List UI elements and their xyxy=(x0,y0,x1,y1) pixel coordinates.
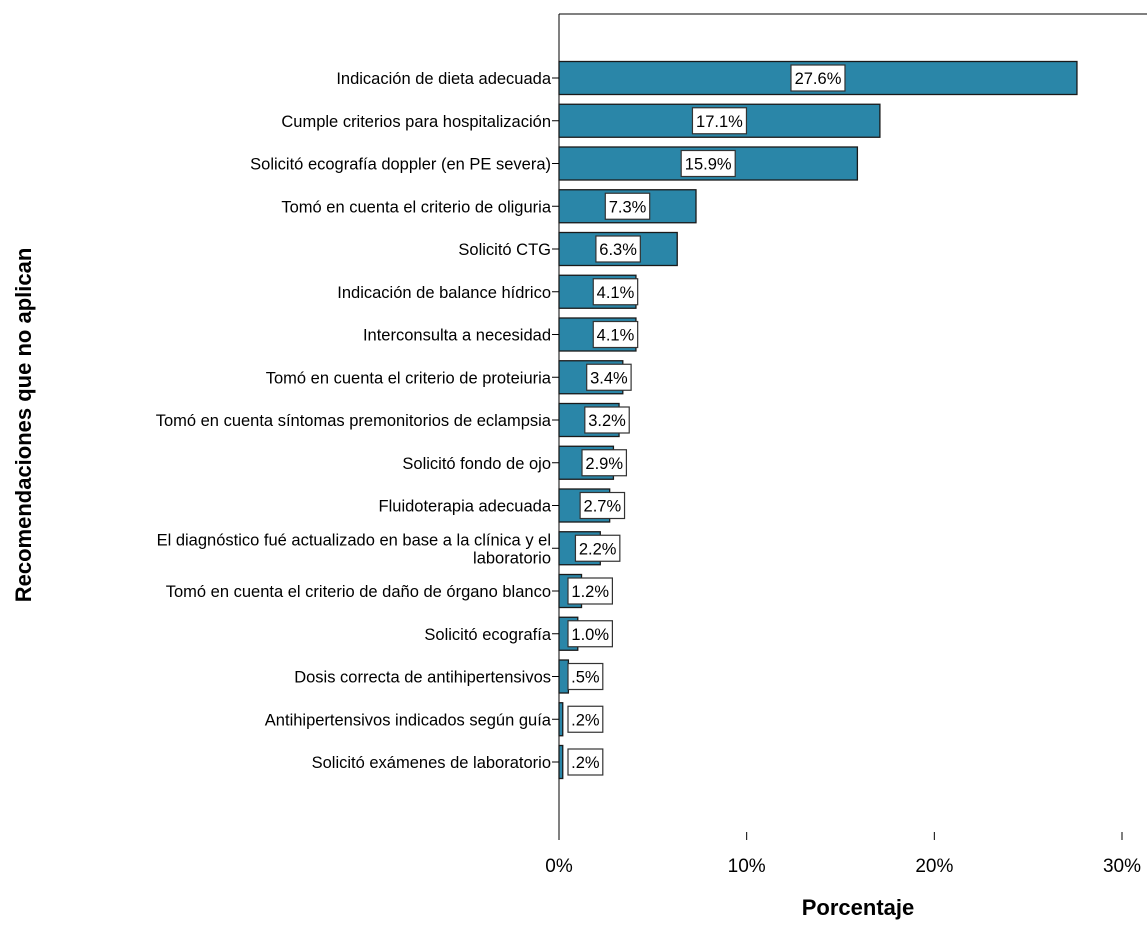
data-label: .2% xyxy=(571,754,600,772)
data-label-box xyxy=(592,278,639,306)
category-label: Solicitó ecografía xyxy=(424,626,551,644)
category-label: Dosis correcta de antihipertensivos xyxy=(294,669,551,687)
category-label: Indicación de dieta adecuada xyxy=(336,70,551,88)
category-label: laboratorio xyxy=(473,549,551,567)
x-axis-title: Porcentaje xyxy=(802,895,915,920)
category-label: Antihipertensivos indicados según guía xyxy=(265,711,552,729)
data-label-box xyxy=(586,363,632,391)
bars-group xyxy=(558,60,1078,780)
x-tick-label: 20% xyxy=(915,856,953,877)
data-label-box xyxy=(604,192,651,220)
x-axis-ticks: 0% 10% 20% 30% xyxy=(545,832,1141,877)
category-label: Solicitó CTG xyxy=(458,241,551,259)
x-tick-label: 10% xyxy=(728,856,766,877)
bar xyxy=(558,702,564,737)
data-label: 7.3% xyxy=(609,198,647,216)
category-labels: Indicación de dieta adecuada Cumple crite… xyxy=(156,70,559,772)
data-label-box xyxy=(584,406,630,434)
y-axis-title: Recomendaciones que no aplican xyxy=(11,248,36,603)
data-label: 4.1% xyxy=(597,327,635,345)
data-label-box xyxy=(790,64,846,92)
data-label-box xyxy=(592,320,639,349)
data-label-box xyxy=(567,705,604,733)
category-label: Interconsulta a necesidad xyxy=(363,327,551,345)
category-label: Solicitó exámenes de laboratorio xyxy=(312,754,551,772)
data-label-box xyxy=(595,235,641,263)
bar xyxy=(558,659,570,694)
bar xyxy=(558,744,564,780)
data-label: 2.2% xyxy=(579,540,617,558)
category-label: Tomó en cuenta el criterio de daño de ór… xyxy=(166,583,551,601)
category-label: Tomó en cuenta el criterio de oliguria xyxy=(281,198,551,216)
category-label: Solicitó ecografía doppler (en PE severa… xyxy=(250,156,551,174)
data-label: 4.1% xyxy=(597,284,635,302)
data-label: 1.0% xyxy=(571,626,609,644)
data-label-box xyxy=(567,748,604,776)
data-label: 3.2% xyxy=(588,412,626,430)
data-label: 1.2% xyxy=(571,583,609,601)
data-label: 6.3% xyxy=(599,241,637,259)
x-tick-label: 30% xyxy=(1103,856,1141,877)
data-label: .5% xyxy=(571,669,600,687)
data-label-box xyxy=(574,534,621,562)
x-tick-label: 0% xyxy=(545,856,573,877)
category-label: Solicitó fondo de ojo xyxy=(402,455,551,473)
data-label: 27.6% xyxy=(795,70,842,88)
data-labels: 27.6% 17.1% 15.9% 7.3% 6.3% 4.1% 4.1% 3.4% 3.2% 2… xyxy=(567,64,846,776)
data-label-box xyxy=(567,620,614,648)
data-label-box xyxy=(581,449,628,477)
category-label: Cumple criterios para hospitalización xyxy=(281,113,551,131)
data-label-box xyxy=(567,662,604,691)
data-label: 15.9% xyxy=(685,156,732,174)
category-label: Tomó en cuenta el criterio de proteiuria xyxy=(266,369,552,387)
data-label-box xyxy=(680,149,736,178)
data-label: 3.4% xyxy=(590,369,628,387)
data-label-box xyxy=(691,107,748,135)
data-label-box xyxy=(579,491,626,520)
data-label: 2.9% xyxy=(585,455,623,473)
data-label-box xyxy=(567,577,614,605)
category-label: Fluidoterapia adecuada xyxy=(379,498,552,516)
category-label: El diagnóstico fué actualizado en base a… xyxy=(157,531,551,549)
data-label: 17.1% xyxy=(696,113,743,131)
data-label: 2.7% xyxy=(584,498,622,516)
category-label: Indicación de balance hídrico xyxy=(337,284,551,302)
category-label: Tomó en cuenta síntomas premonitorios de… xyxy=(156,412,552,430)
data-label: .2% xyxy=(571,711,600,729)
